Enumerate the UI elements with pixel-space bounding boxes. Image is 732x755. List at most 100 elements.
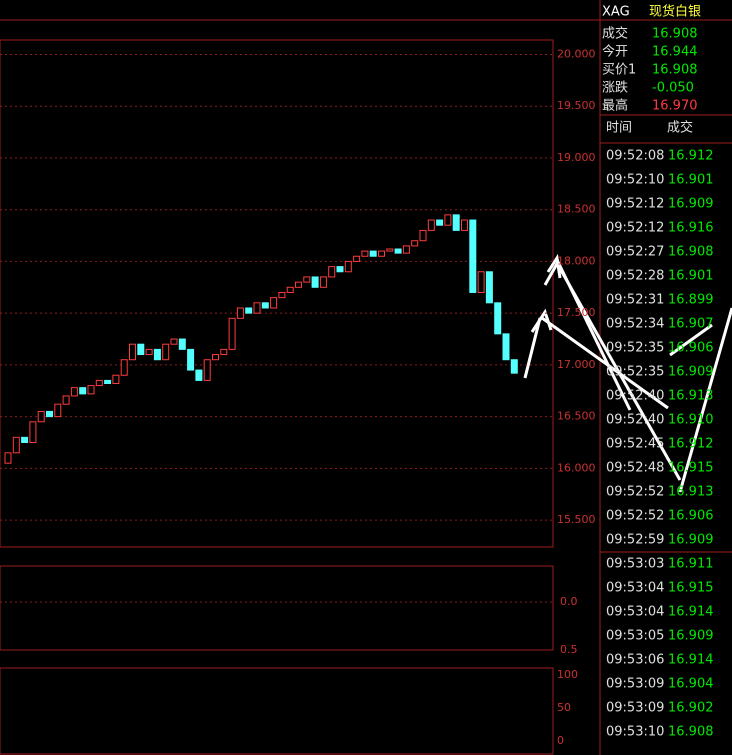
candle xyxy=(270,297,278,309)
trade-price: 16.913 xyxy=(668,485,714,500)
kdj-label: 0 xyxy=(557,734,564,747)
candle xyxy=(303,276,311,283)
candle xyxy=(278,291,286,299)
quote-label: 成交 xyxy=(602,26,628,42)
trade-time: 09:53:05 xyxy=(606,629,664,644)
candle xyxy=(295,281,302,288)
candle xyxy=(427,219,435,231)
candle xyxy=(220,348,228,356)
kdj-frame xyxy=(0,667,554,755)
candle xyxy=(436,219,444,226)
candle xyxy=(12,436,20,454)
y-tick-label: 16.500 xyxy=(557,410,596,423)
candle xyxy=(469,219,477,293)
candle xyxy=(212,354,219,361)
candle xyxy=(4,452,12,464)
candle xyxy=(419,229,427,242)
trade-time: 09:52:35 xyxy=(606,365,664,380)
trade-time: 09:53:06 xyxy=(606,653,664,668)
candle xyxy=(129,343,136,361)
candle xyxy=(386,248,394,252)
candle xyxy=(203,359,211,381)
candle xyxy=(37,410,45,423)
candle xyxy=(411,240,419,247)
y-tick-label: 20.000 xyxy=(557,47,596,60)
candle xyxy=(162,343,170,361)
y-tick-label: 19.500 xyxy=(557,99,596,112)
candle xyxy=(245,307,253,314)
y-tick-label: 16.000 xyxy=(557,461,596,474)
candle xyxy=(104,379,112,385)
candle xyxy=(120,359,128,376)
candle xyxy=(153,348,161,361)
trade-price: 16.899 xyxy=(668,293,714,308)
trade-time: 09:53:09 xyxy=(606,701,664,716)
candle xyxy=(378,250,385,257)
macd-label: 0.0 xyxy=(560,595,578,608)
y-tick-label: 18.000 xyxy=(557,254,596,267)
candle xyxy=(137,343,145,356)
trade-time: 09:52:31 xyxy=(606,293,664,308)
trade-time: 09:52:12 xyxy=(606,197,664,212)
quote-label: 最高 xyxy=(602,98,628,114)
quote-label: 涨跌 xyxy=(602,80,628,96)
trade-price: 16.912 xyxy=(668,437,714,452)
kdj-label: 100 xyxy=(557,668,578,681)
trade-price: 16.909 xyxy=(668,533,714,548)
candle xyxy=(170,338,178,345)
quote-label: 今开 xyxy=(602,44,628,60)
candle xyxy=(402,245,410,254)
trade-price: 16.912 xyxy=(668,149,714,164)
candle xyxy=(485,271,493,304)
candle xyxy=(236,307,244,319)
trade-time: 09:52:10 xyxy=(606,173,664,188)
candle xyxy=(54,403,62,418)
trade-time: 09:52:12 xyxy=(606,221,664,236)
trades-header: 时间 xyxy=(606,121,632,136)
trade-price: 16.908 xyxy=(668,725,714,740)
trade-price: 16.914 xyxy=(668,605,714,620)
trade-price: 16.913 xyxy=(668,389,714,404)
trade-price: 16.901 xyxy=(668,269,714,284)
candle xyxy=(319,276,327,288)
candle xyxy=(29,421,37,443)
candle xyxy=(444,214,452,226)
trade-time: 09:52:52 xyxy=(606,485,664,500)
trade-price: 16.906 xyxy=(668,341,714,356)
trade-time: 09:52:27 xyxy=(606,245,664,260)
candle xyxy=(461,219,468,231)
trade-price: 16.916 xyxy=(668,221,714,236)
trade-price: 16.904 xyxy=(668,677,714,692)
trade-price: 16.909 xyxy=(668,365,714,380)
candle xyxy=(286,286,294,293)
trade-time: 09:52:59 xyxy=(606,533,664,548)
candle xyxy=(145,348,153,356)
annotation-arrows xyxy=(523,253,732,493)
trade-price: 16.909 xyxy=(668,629,714,644)
macd-label: 0.5 xyxy=(560,643,578,656)
candle xyxy=(261,302,269,309)
candle xyxy=(336,266,344,273)
trade-price: 16.911 xyxy=(668,557,714,572)
candle xyxy=(253,302,261,314)
trade-time: 09:52:08 xyxy=(606,149,664,164)
candle xyxy=(328,266,336,278)
trade-price: 16.910 xyxy=(668,413,714,428)
trade-price: 16.901 xyxy=(668,173,714,188)
candle xyxy=(361,250,369,257)
trade-price: 16.915 xyxy=(668,461,714,476)
quote-label: 买价1 xyxy=(602,63,636,78)
trade-price: 16.915 xyxy=(668,581,714,596)
candle xyxy=(112,374,120,385)
candle xyxy=(510,359,518,374)
candle xyxy=(95,379,103,387)
trade-time: 09:53:10 xyxy=(606,725,664,740)
quote-value: 16.908 xyxy=(652,27,698,42)
quote-value: 16.970 xyxy=(652,99,698,114)
candle xyxy=(87,385,95,395)
trade-price: 16.908 xyxy=(668,245,714,260)
quote-value: 16.944 xyxy=(652,45,698,60)
trade-time: 09:52:28 xyxy=(606,269,664,284)
trade-price: 16.906 xyxy=(668,509,714,524)
